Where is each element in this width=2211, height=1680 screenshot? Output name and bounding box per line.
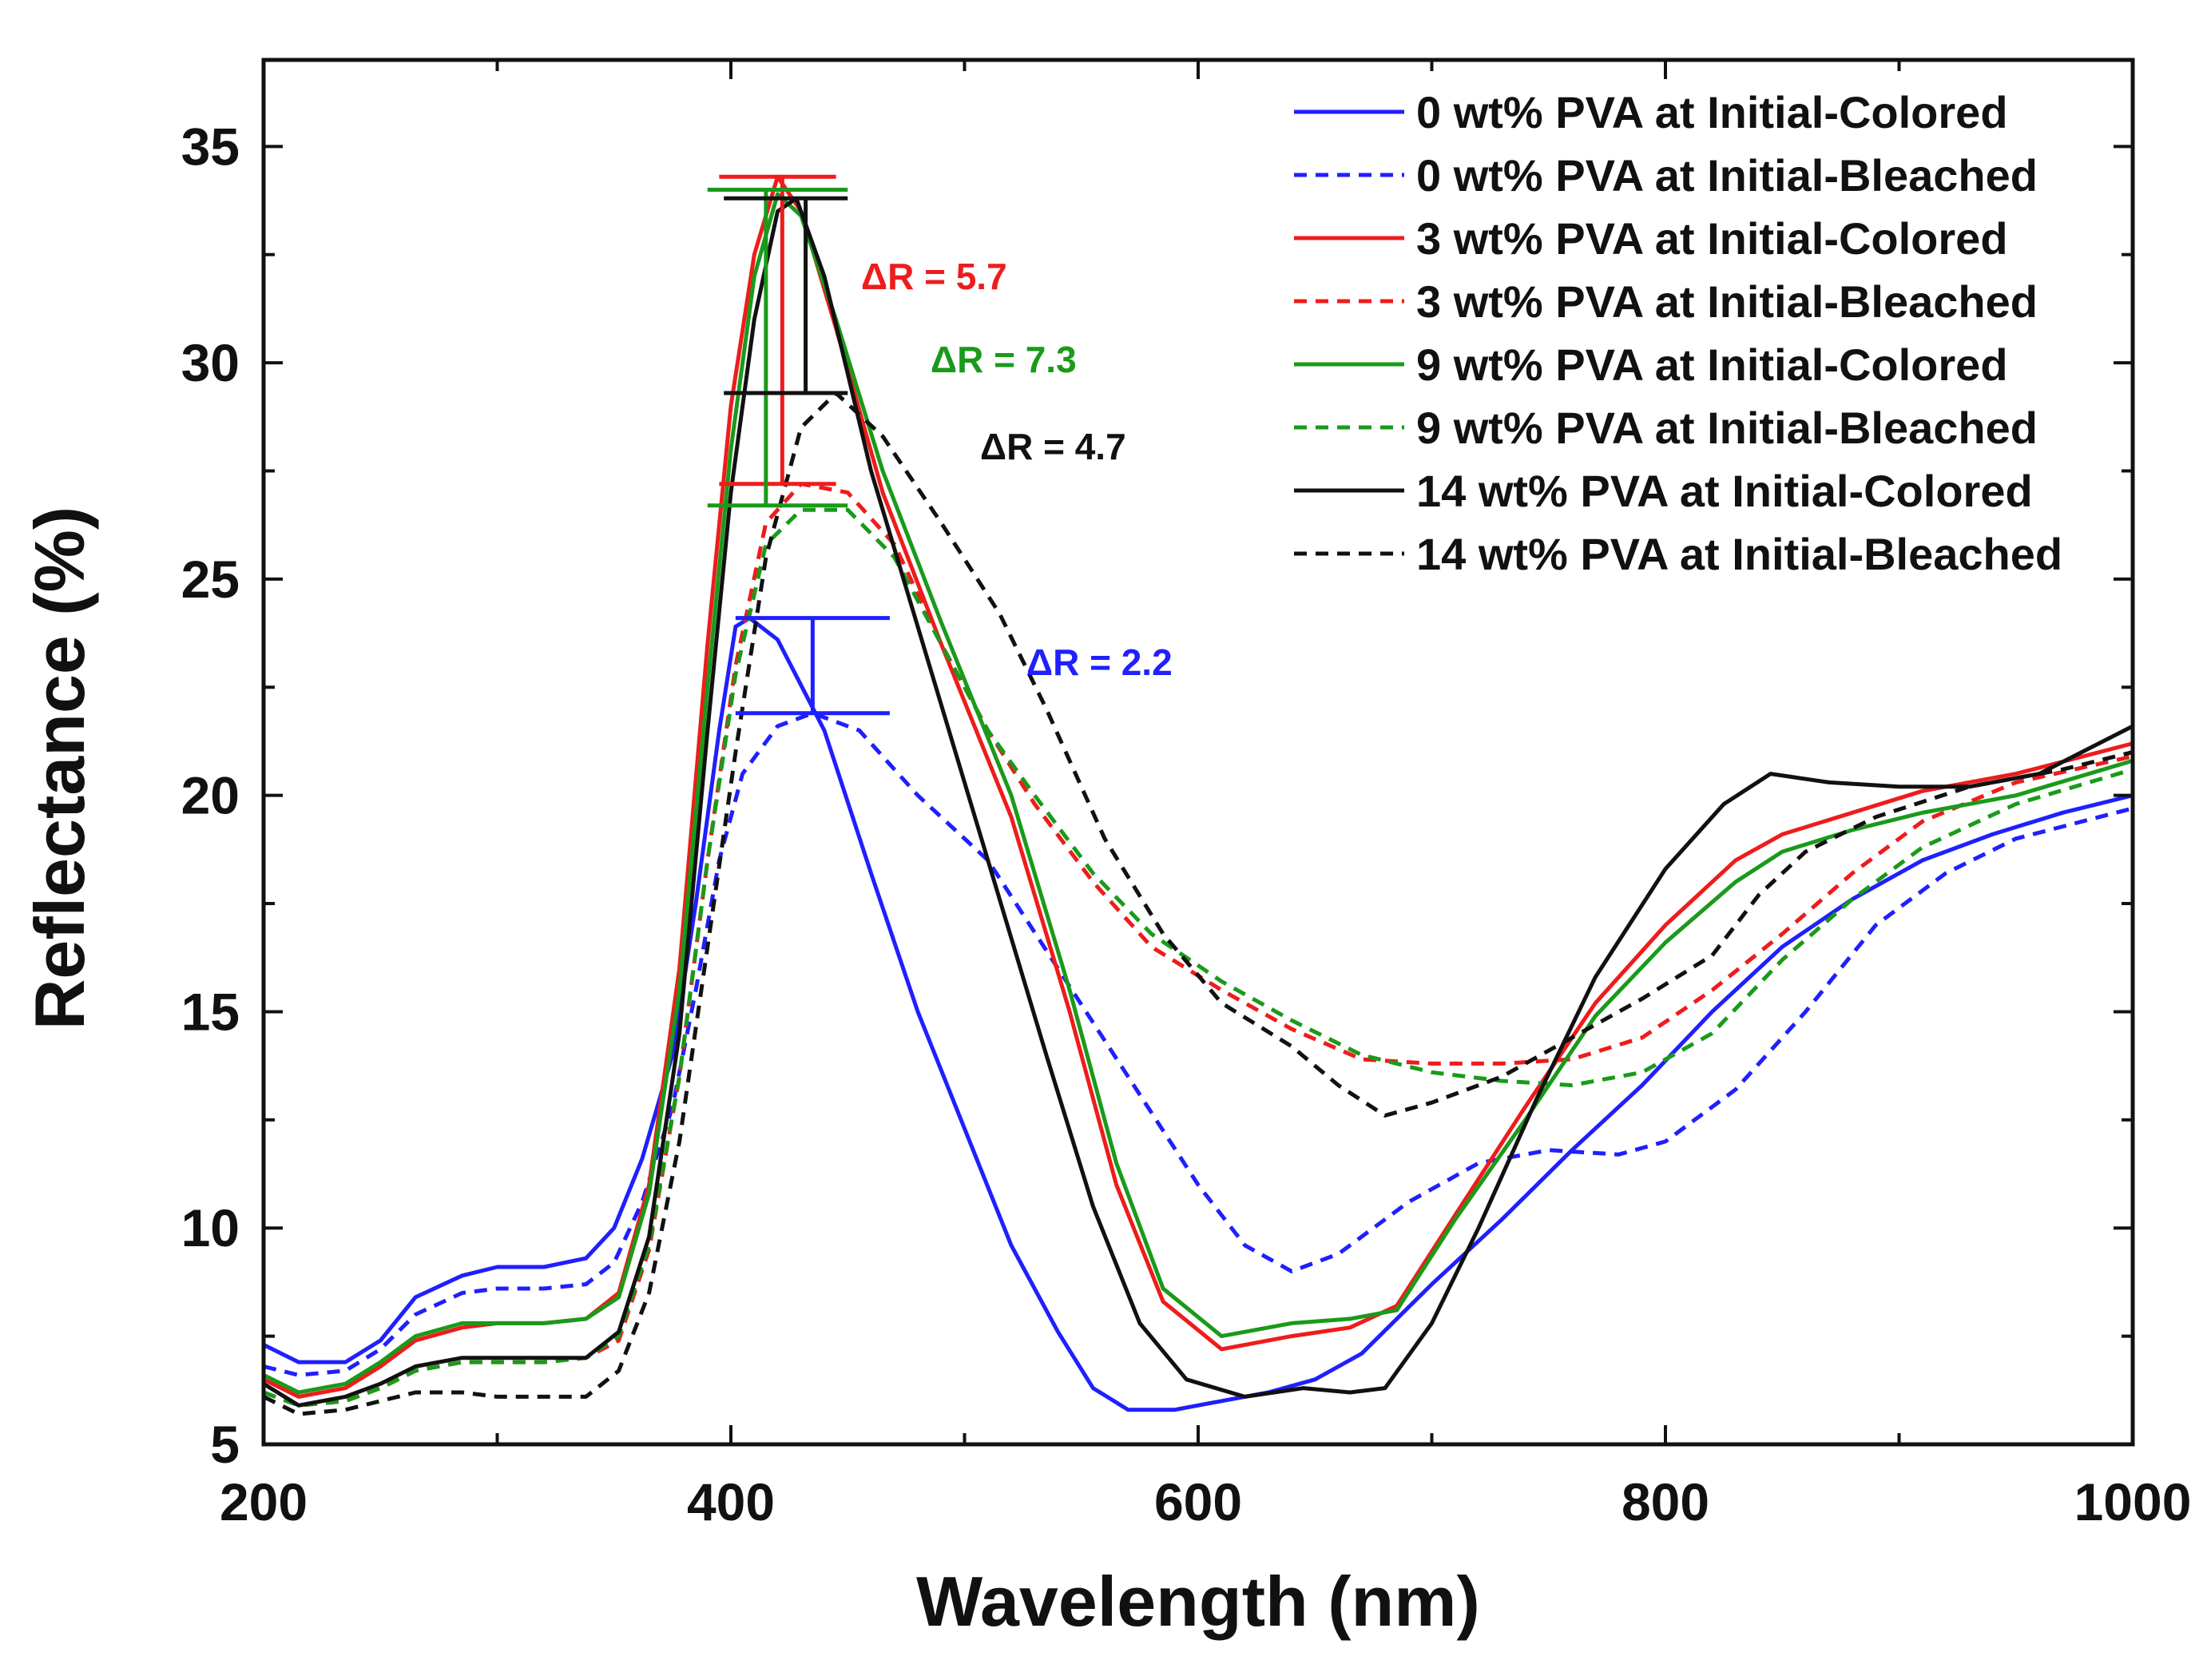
y-tick-label: 25 (181, 550, 240, 609)
x-tick-label: 1000 (2074, 1472, 2192, 1531)
legend-label: 0 wt% PVA at Initial-Colored (1416, 87, 2008, 137)
legend: 0 wt% PVA at Initial-Colored 0 wt% PVA a… (1294, 87, 2062, 579)
series-line-2 (263, 711, 2134, 1377)
legend-item: 14 wt% PVA at Initial-Bleached (1294, 529, 2062, 579)
legend-item: 9 wt% PVA at Initial-Bleached (1294, 403, 2038, 453)
delta-r-label-0wt: ΔR = 2.2 (1026, 641, 1173, 683)
y-tick-label: 20 (181, 766, 240, 825)
legend-label: 14 wt% PVA at Initial-Bleached (1416, 529, 2062, 579)
legend-label: 0 wt% PVA at Initial-Bleached (1416, 150, 2038, 201)
y-tick-label: 10 (181, 1198, 240, 1257)
delta-marker-layer (707, 174, 890, 716)
series-line-5 (262, 192, 2134, 1395)
y-tick-label: 5 (210, 1415, 240, 1474)
axis-layer: 200 400 600 800 1000 5 10 15 20 25 30 35 (181, 60, 2192, 1531)
series-line-7 (262, 196, 2134, 1408)
delta-r-label-3wt: ΔR = 5.7 (861, 256, 1007, 297)
x-tick-label: 600 (1154, 1472, 1242, 1531)
series-line-6 (263, 507, 2134, 1408)
legend-item: 0 wt% PVA at Initial-Bleached (1294, 150, 2038, 201)
legend-item: 3 wt% PVA at Initial-Colored (1294, 213, 2008, 264)
legend-item: 0 wt% PVA at Initial-Colored (1294, 87, 2008, 137)
y-tick-label: 35 (181, 117, 240, 176)
delta-r-label-14wt: ΔR = 4.7 (980, 426, 1126, 467)
series-layer (262, 174, 2134, 1416)
series-line-1 (262, 616, 2134, 1412)
x-tick-label: 800 (1622, 1472, 1709, 1531)
plot-frame (261, 58, 2135, 1447)
series-line-8 (262, 391, 2134, 1416)
y-tick-label: 30 (181, 333, 240, 392)
y-tick-label: 15 (181, 982, 240, 1041)
legend-label: 9 wt% PVA at Initial-Colored (1416, 340, 2008, 390)
legend-label: 14 wt% PVA at Initial-Colored (1416, 466, 2033, 516)
delta-r-label-9wt: ΔR = 7.3 (931, 339, 1077, 380)
legend-item: 3 wt% PVA at Initial-Bleached (1294, 276, 2038, 327)
legend-label: 3 wt% PVA at Initial-Bleached (1416, 276, 2038, 327)
legend-label: 9 wt% PVA at Initial-Bleached (1416, 403, 2038, 453)
y-axis-title: Reflectance (%) (20, 506, 99, 1030)
x-tick-label: 200 (220, 1472, 308, 1531)
x-tick-label: 400 (687, 1472, 775, 1531)
legend-item: 9 wt% PVA at Initial-Colored (1294, 340, 2008, 390)
legend-item: 14 wt% PVA at Initial-Colored (1294, 466, 2033, 516)
legend-label: 3 wt% PVA at Initial-Colored (1416, 213, 2008, 264)
x-axis-title: Wavelength (nm) (916, 1562, 1480, 1641)
